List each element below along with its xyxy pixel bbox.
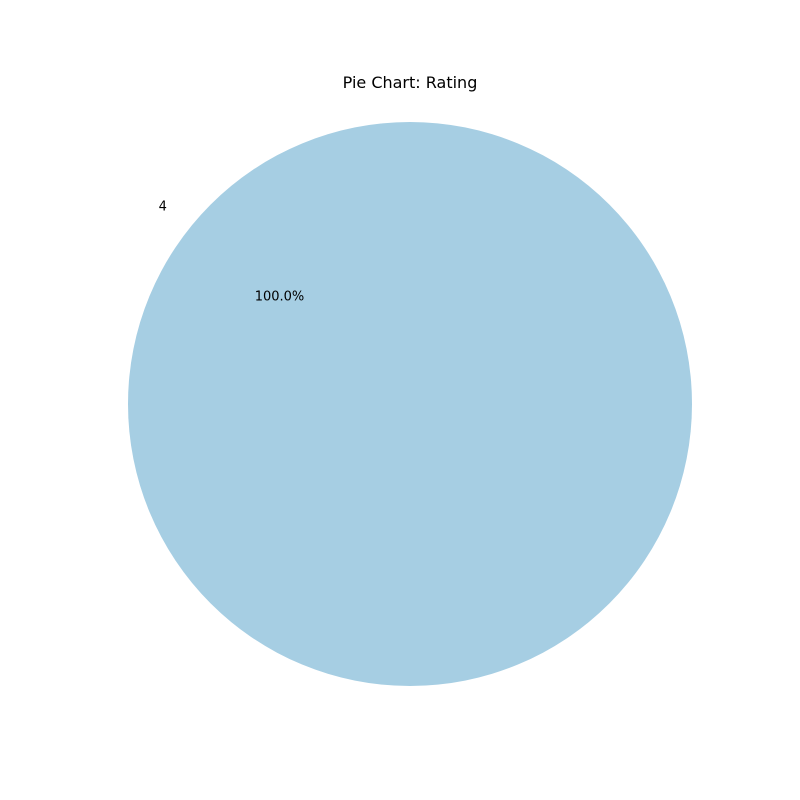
chart-title: Pie Chart: Rating (343, 73, 478, 92)
slice-percent-label: 100.0% (255, 289, 305, 304)
pie-slices (128, 122, 692, 686)
pie-labels: 100.0% 4 (159, 200, 305, 305)
slice-category-label: 4 (159, 200, 167, 215)
pie-slice-4 (128, 122, 692, 686)
